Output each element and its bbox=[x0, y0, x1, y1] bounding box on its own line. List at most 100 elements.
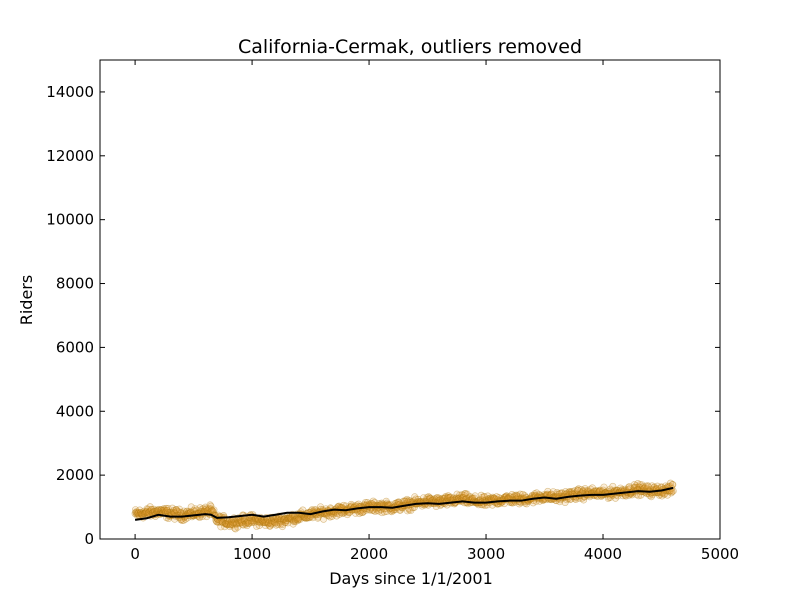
data-point bbox=[340, 501, 348, 509]
data-point bbox=[253, 522, 261, 530]
data-point bbox=[279, 520, 287, 528]
data-point bbox=[207, 505, 215, 513]
data-point bbox=[270, 518, 278, 526]
data-point bbox=[234, 523, 242, 531]
data-point bbox=[343, 511, 351, 519]
data-point bbox=[276, 518, 284, 526]
data-point bbox=[264, 520, 272, 528]
y-tick-label: 0 bbox=[84, 530, 94, 548]
data-point bbox=[281, 519, 289, 527]
data-point bbox=[229, 521, 237, 529]
data-point bbox=[382, 497, 390, 505]
data-point bbox=[600, 483, 608, 491]
data-point bbox=[588, 484, 596, 492]
data-point bbox=[164, 504, 172, 512]
data-point bbox=[180, 507, 188, 515]
data-point bbox=[371, 498, 379, 506]
data-point bbox=[227, 520, 235, 528]
data-point bbox=[648, 482, 656, 490]
data-point bbox=[222, 520, 230, 528]
data-point bbox=[295, 515, 303, 523]
data-point bbox=[414, 495, 422, 503]
data-point bbox=[273, 515, 281, 523]
data-point bbox=[574, 487, 582, 495]
data-point bbox=[219, 519, 227, 527]
data-point bbox=[225, 520, 233, 528]
data-point bbox=[226, 521, 234, 529]
data-point bbox=[132, 508, 140, 516]
data-point bbox=[291, 516, 299, 524]
data-point bbox=[148, 505, 156, 513]
data-point bbox=[295, 514, 303, 522]
data-point bbox=[549, 488, 557, 496]
data-point bbox=[294, 516, 302, 524]
data-point bbox=[218, 518, 226, 526]
data-point bbox=[259, 518, 267, 526]
data-point bbox=[653, 482, 661, 490]
data-point bbox=[281, 514, 289, 522]
data-point bbox=[247, 517, 255, 525]
data-point bbox=[140, 510, 148, 518]
data-point bbox=[142, 508, 150, 516]
data-point bbox=[238, 518, 246, 526]
data-point bbox=[143, 507, 151, 515]
data-point bbox=[303, 514, 311, 522]
data-point bbox=[185, 507, 193, 515]
data-point bbox=[261, 519, 269, 527]
data-point bbox=[258, 518, 266, 526]
data-point bbox=[240, 517, 248, 525]
data-point bbox=[489, 493, 497, 501]
data-point bbox=[584, 487, 592, 495]
data-point bbox=[575, 485, 583, 493]
data-point bbox=[235, 519, 243, 527]
data-point bbox=[283, 517, 291, 525]
data-point bbox=[395, 498, 403, 506]
data-point bbox=[150, 507, 158, 515]
data-point bbox=[592, 487, 600, 495]
data-point bbox=[290, 516, 298, 524]
data-point bbox=[316, 503, 324, 511]
data-point bbox=[237, 519, 245, 527]
data-point bbox=[208, 507, 216, 515]
data-point bbox=[445, 494, 453, 502]
data-point bbox=[250, 518, 258, 526]
data-point bbox=[403, 507, 411, 515]
data-point bbox=[606, 485, 614, 493]
data-point bbox=[570, 487, 578, 495]
data-point bbox=[280, 516, 288, 524]
data-point bbox=[173, 506, 181, 514]
data-point bbox=[201, 506, 209, 514]
data-point bbox=[208, 506, 216, 514]
data-point bbox=[293, 515, 301, 523]
data-point bbox=[255, 521, 263, 529]
data-point bbox=[245, 518, 253, 526]
data-point bbox=[249, 518, 257, 526]
data-point bbox=[199, 505, 207, 513]
data-point bbox=[288, 516, 296, 524]
data-point bbox=[333, 512, 341, 520]
data-point bbox=[140, 509, 148, 517]
data-point bbox=[314, 513, 322, 521]
data-point bbox=[644, 483, 652, 491]
data-point bbox=[470, 494, 478, 502]
data-point bbox=[667, 479, 675, 487]
data-point bbox=[241, 520, 249, 528]
data-point bbox=[480, 493, 488, 501]
y-tick-label: 8000 bbox=[56, 275, 94, 293]
data-point bbox=[581, 485, 589, 493]
data-point bbox=[596, 486, 604, 494]
data-point bbox=[131, 506, 139, 514]
data-point bbox=[612, 494, 620, 502]
data-point bbox=[282, 517, 290, 525]
data-point bbox=[290, 518, 298, 526]
data-point bbox=[582, 486, 590, 494]
data-point bbox=[516, 490, 524, 498]
data-point bbox=[347, 500, 355, 508]
data-point bbox=[277, 518, 285, 526]
data-point bbox=[236, 517, 244, 525]
data-point bbox=[562, 488, 570, 496]
data-point bbox=[369, 497, 377, 505]
data-point bbox=[280, 515, 288, 523]
data-point bbox=[168, 504, 176, 512]
data-point bbox=[436, 495, 444, 503]
